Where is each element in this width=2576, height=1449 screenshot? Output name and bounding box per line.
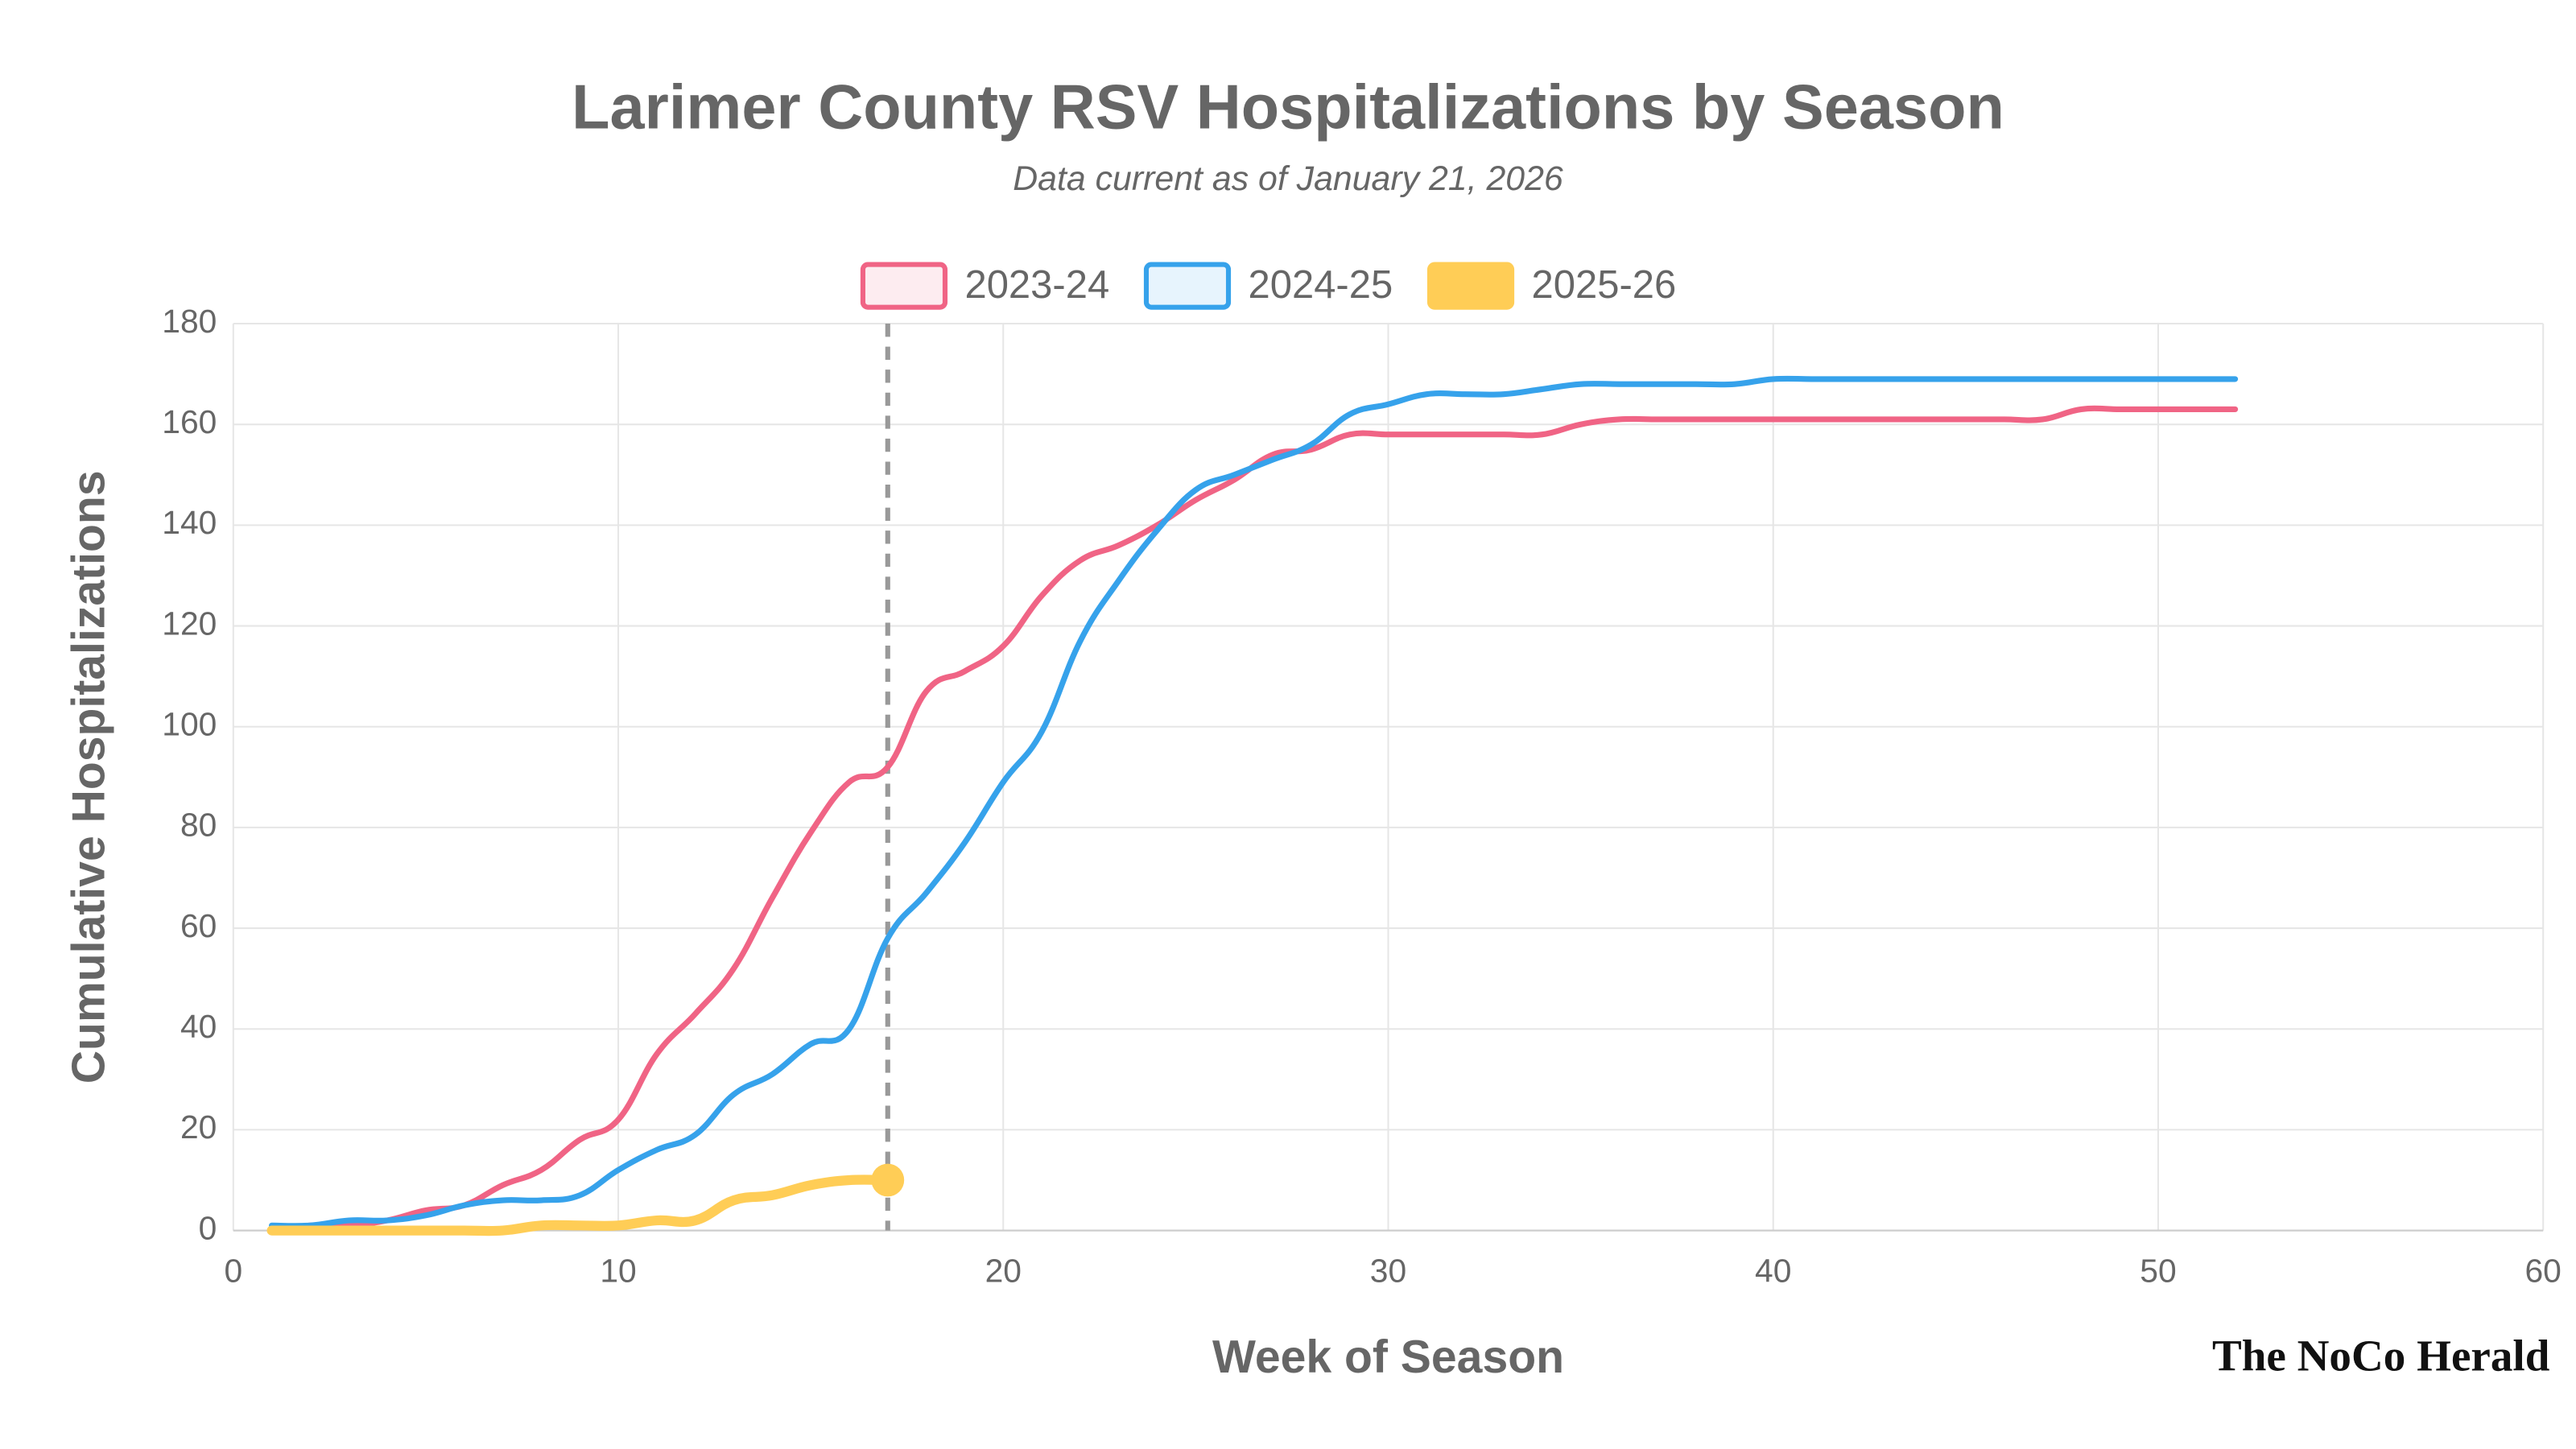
chart-subtitle: Data current as of January 21, 2026 [1013, 159, 1563, 198]
legend-label: 2023-24 [964, 263, 1109, 307]
y-tick-label: 140 [162, 504, 217, 541]
x-tick-label: 30 [1370, 1252, 1406, 1289]
y-tick-label: 40 [180, 1008, 217, 1045]
legend-label: 2024-25 [1249, 263, 1393, 307]
x-tick-label: 40 [1755, 1252, 1791, 1289]
series-line [266, 1174, 893, 1236]
y-tick-label: 100 [162, 706, 217, 743]
y-tick-label: 160 [162, 403, 217, 440]
x-tick-label: 10 [600, 1252, 636, 1289]
y-tick-label: 120 [162, 605, 217, 642]
series-line [269, 375, 2239, 1229]
chart-title: Larimer County RSV Hospitalizations by S… [572, 72, 2004, 142]
y-tick-label: 20 [180, 1108, 217, 1146]
credit: The NoCo Herald [2212, 1331, 2550, 1380]
y-axis-title: Cumulative Hospitalizations [63, 470, 114, 1084]
x-tick-label: 0 [224, 1252, 242, 1289]
legend-swatch [1143, 262, 1232, 310]
y-tick-label: 0 [199, 1209, 217, 1246]
series-line [269, 405, 2239, 1234]
y-tick-label: 80 [180, 807, 217, 844]
legend-swatch [1426, 262, 1515, 310]
y-tick-label: 180 [162, 303, 217, 340]
x-tick-label: 60 [2524, 1252, 2561, 1289]
legend-swatch [860, 262, 948, 310]
x-axis-title: Week of Season [1212, 1331, 1564, 1383]
x-tick-label: 20 [985, 1252, 1022, 1289]
endpoint-marker [871, 1163, 905, 1197]
y-tick-label: 60 [180, 907, 217, 944]
x-tick-label: 50 [2140, 1252, 2176, 1289]
legend-label: 2025-26 [1532, 263, 1677, 307]
